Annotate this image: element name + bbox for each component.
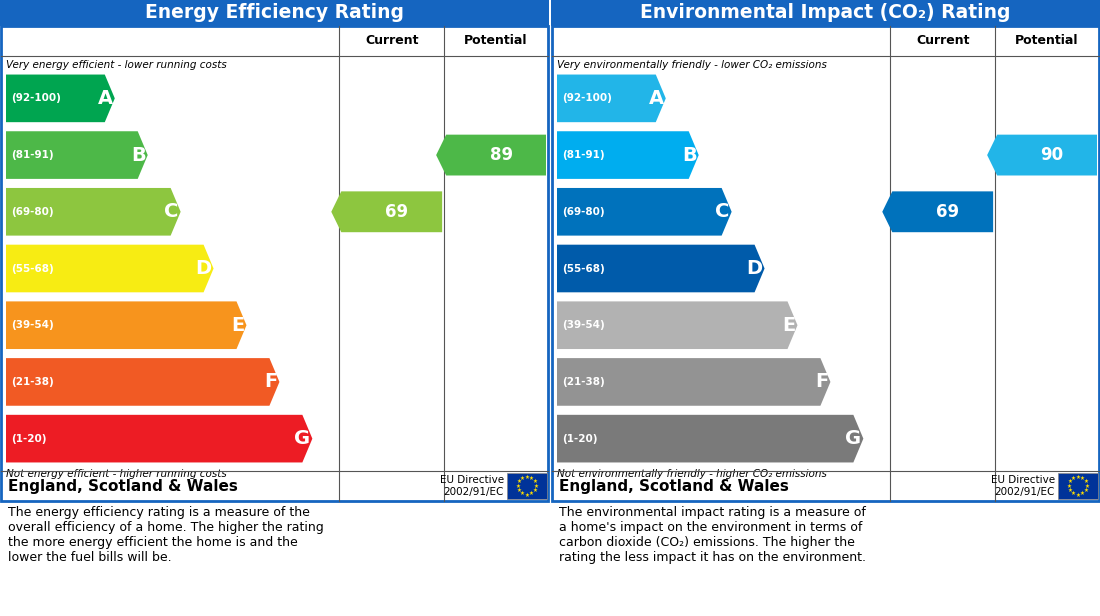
Text: 89: 89 xyxy=(490,146,513,164)
Text: (21-38): (21-38) xyxy=(11,377,54,387)
Polygon shape xyxy=(6,188,180,235)
Text: ★: ★ xyxy=(1076,493,1080,498)
Polygon shape xyxy=(557,415,864,463)
Text: ★: ★ xyxy=(1085,484,1089,488)
Text: Potential: Potential xyxy=(1015,34,1079,47)
Polygon shape xyxy=(557,131,698,179)
Text: ★: ★ xyxy=(516,484,520,488)
Text: ★: ★ xyxy=(534,484,538,488)
Text: Potential: Potential xyxy=(464,34,528,47)
Text: F: F xyxy=(815,373,828,391)
Polygon shape xyxy=(436,135,546,176)
Text: 69: 69 xyxy=(385,203,408,221)
Text: ★: ★ xyxy=(517,479,521,484)
Text: England, Scotland & Wales: England, Scotland & Wales xyxy=(8,479,238,493)
Text: E: E xyxy=(231,316,244,334)
Bar xyxy=(551,0,1100,26)
Text: ★: ★ xyxy=(529,476,534,480)
Text: (81-91): (81-91) xyxy=(562,150,605,160)
Text: Very environmentally friendly - lower CO₂ emissions: Very environmentally friendly - lower CO… xyxy=(557,60,827,70)
Text: (55-68): (55-68) xyxy=(562,264,605,274)
Text: ★: ★ xyxy=(1076,474,1080,479)
Text: Energy Efficiency Rating: Energy Efficiency Rating xyxy=(145,4,404,23)
Text: Not energy efficient - higher running costs: Not energy efficient - higher running co… xyxy=(6,469,227,479)
Polygon shape xyxy=(6,358,279,406)
Text: A: A xyxy=(649,89,663,108)
Text: (39-54): (39-54) xyxy=(562,320,605,330)
Text: ★: ★ xyxy=(1067,484,1071,488)
Text: ★: ★ xyxy=(1068,479,1072,484)
Polygon shape xyxy=(6,245,213,293)
Text: ★: ★ xyxy=(532,479,537,484)
Text: EU Directive
2002/91/EC: EU Directive 2002/91/EC xyxy=(991,475,1055,496)
Polygon shape xyxy=(6,301,246,349)
Text: Environmental Impact (CO₂) Rating: Environmental Impact (CO₂) Rating xyxy=(640,4,1011,23)
Polygon shape xyxy=(557,358,830,406)
Text: E: E xyxy=(782,316,795,334)
Text: ★: ★ xyxy=(525,493,529,498)
Text: C: C xyxy=(164,202,178,221)
Text: ★: ★ xyxy=(1080,476,1085,480)
Text: England, Scotland & Wales: England, Scotland & Wales xyxy=(559,479,789,493)
Text: ★: ★ xyxy=(1071,492,1076,496)
Text: (92-100): (92-100) xyxy=(562,94,612,103)
Polygon shape xyxy=(987,135,1097,176)
Text: (55-68): (55-68) xyxy=(11,264,54,274)
Text: ★: ★ xyxy=(525,474,529,479)
Bar xyxy=(1058,473,1098,499)
Text: Current: Current xyxy=(916,34,969,47)
Text: ★: ★ xyxy=(1084,488,1088,493)
Text: (69-80): (69-80) xyxy=(11,207,54,217)
Text: 90: 90 xyxy=(1041,146,1064,164)
Text: G: G xyxy=(294,429,310,448)
Bar xyxy=(507,473,547,499)
Bar xyxy=(0,0,549,26)
Text: ★: ★ xyxy=(520,492,525,496)
Text: ★: ★ xyxy=(1080,492,1085,496)
Text: (1-20): (1-20) xyxy=(562,434,597,444)
Polygon shape xyxy=(331,192,442,232)
Text: C: C xyxy=(715,202,729,221)
Polygon shape xyxy=(557,188,732,235)
Polygon shape xyxy=(557,75,666,122)
Polygon shape xyxy=(557,245,764,293)
Polygon shape xyxy=(6,131,147,179)
Text: (1-20): (1-20) xyxy=(11,434,46,444)
Text: A: A xyxy=(98,89,113,108)
Text: D: D xyxy=(747,259,762,278)
Polygon shape xyxy=(882,192,993,232)
Text: EU Directive
2002/91/EC: EU Directive 2002/91/EC xyxy=(440,475,504,496)
Text: The energy efficiency rating is a measure of the
overall efficiency of a home. T: The energy efficiency rating is a measur… xyxy=(8,506,323,564)
Text: (92-100): (92-100) xyxy=(11,94,60,103)
Polygon shape xyxy=(6,75,114,122)
Text: ★: ★ xyxy=(1071,476,1076,480)
Text: ★: ★ xyxy=(529,492,534,496)
Text: 69: 69 xyxy=(936,203,959,221)
Text: ★: ★ xyxy=(1084,479,1088,484)
Text: The environmental impact rating is a measure of
a home's impact on the environme: The environmental impact rating is a mea… xyxy=(559,506,866,564)
Text: G: G xyxy=(845,429,861,448)
Text: Current: Current xyxy=(365,34,418,47)
Bar xyxy=(552,26,1099,501)
Text: (69-80): (69-80) xyxy=(562,207,605,217)
Polygon shape xyxy=(6,415,312,463)
Polygon shape xyxy=(557,301,798,349)
Text: Very energy efficient - lower running costs: Very energy efficient - lower running co… xyxy=(6,60,227,70)
Text: (39-54): (39-54) xyxy=(11,320,54,330)
Text: D: D xyxy=(196,259,211,278)
Text: ★: ★ xyxy=(517,488,521,493)
Text: Not environmentally friendly - higher CO₂ emissions: Not environmentally friendly - higher CO… xyxy=(557,469,827,479)
Text: ★: ★ xyxy=(1068,488,1072,493)
Text: ★: ★ xyxy=(532,488,537,493)
Text: F: F xyxy=(264,373,277,391)
Text: B: B xyxy=(131,145,145,164)
Text: ★: ★ xyxy=(520,476,525,480)
Text: (21-38): (21-38) xyxy=(562,377,605,387)
Text: B: B xyxy=(682,145,696,164)
Text: (81-91): (81-91) xyxy=(11,150,54,160)
Bar xyxy=(1,26,548,501)
